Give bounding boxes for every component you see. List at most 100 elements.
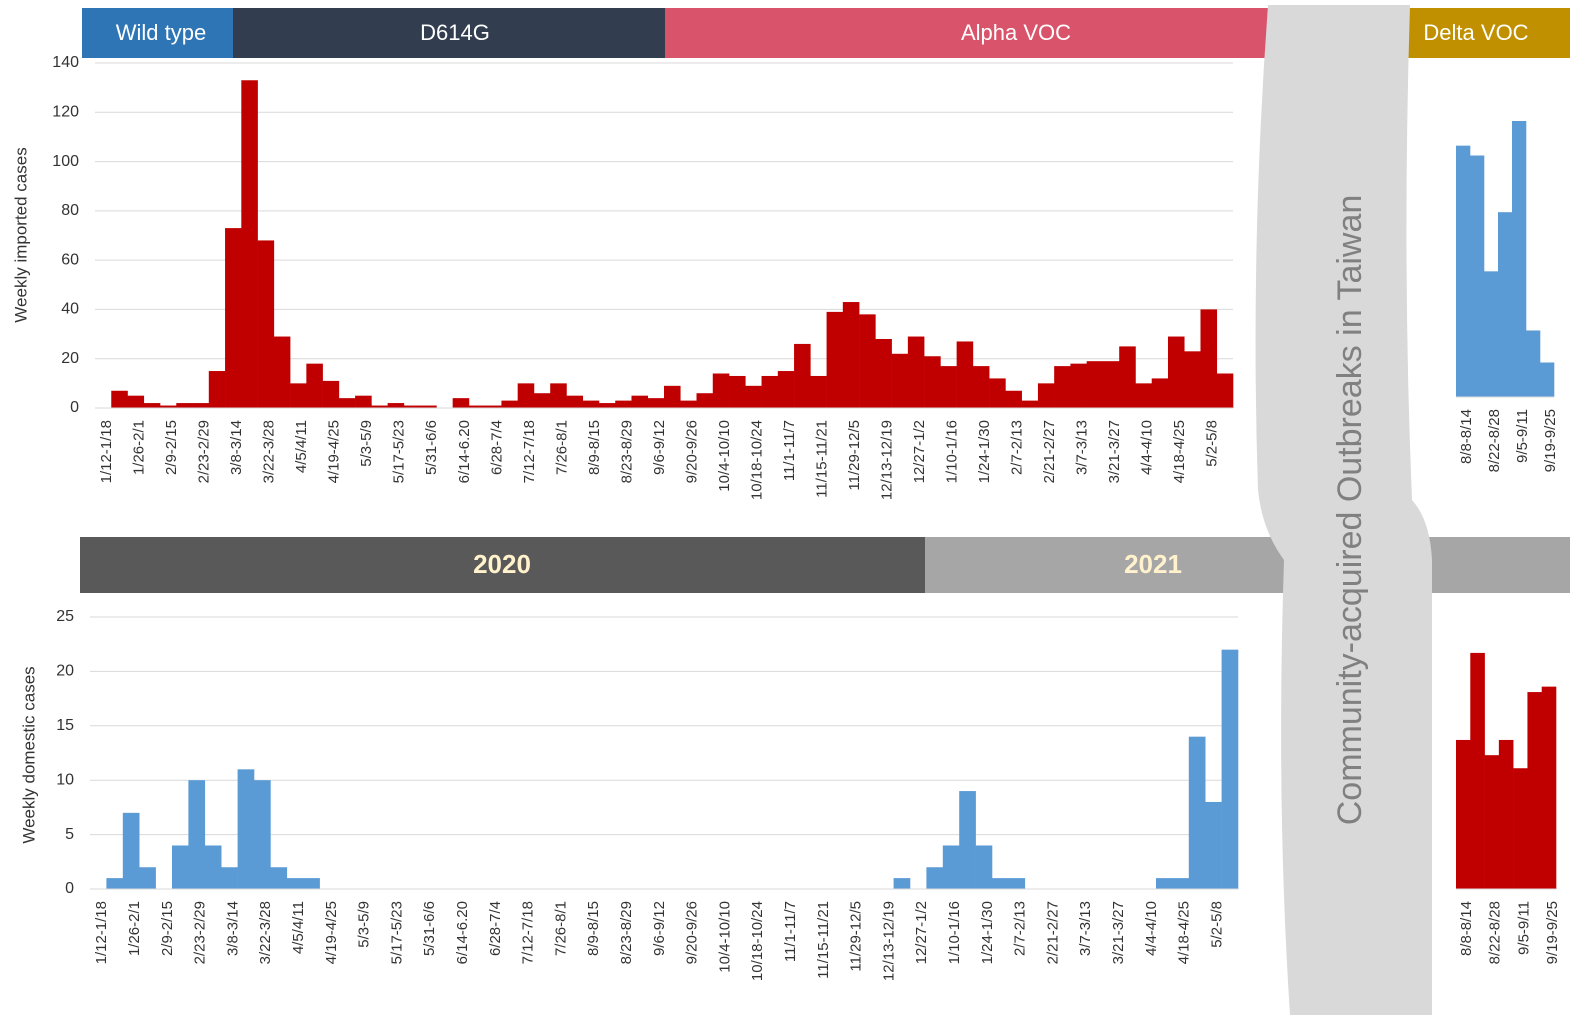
bar (729, 375, 746, 408)
bar (1021, 400, 1039, 408)
bar (306, 363, 323, 408)
x-tick-label: 2/7-2/13 (1012, 901, 1029, 956)
x-tick-label: 9/19-9/25 (1542, 409, 1559, 472)
bar (192, 403, 210, 408)
x-tick-label: 9/5-9/11 (1515, 901, 1532, 955)
x-tick-label: 1/10-1/16 (946, 901, 963, 964)
x-tick-label: 8/22-8/28 (1487, 901, 1504, 964)
bar (127, 395, 145, 408)
x-tick-label: 7/26-8/1 (553, 420, 570, 475)
variant-label: Delta VOC (1423, 20, 1528, 45)
bar (712, 373, 730, 408)
x-tick-label: 6/14-6.20 (454, 901, 471, 964)
bar (907, 336, 925, 408)
bar (1200, 309, 1218, 408)
x-tick-label: 8/23-8/29 (618, 901, 635, 964)
x-tick-label: 5/17-5/23 (391, 420, 408, 483)
x-tick-label: 11/1-11/7 (781, 420, 798, 481)
x-tick-label: 10/4-10/10 (716, 420, 733, 492)
bar (1470, 155, 1485, 397)
bar (172, 845, 189, 889)
x-tick-label: 5/3-5/9 (356, 901, 373, 948)
bar (139, 867, 156, 889)
x-tick-label: 5/2-5/8 (1204, 420, 1221, 467)
x-tick-label: 8/9-8/15 (586, 420, 603, 475)
x-tick-label: 3/8-3/14 (224, 901, 241, 956)
y-tick-label: 100 (52, 153, 79, 170)
bar (1216, 373, 1234, 408)
banner-2021 (925, 537, 1570, 593)
bar (566, 395, 584, 408)
variant-label: Alpha VOC (961, 20, 1071, 45)
bar (241, 80, 258, 408)
bar (1151, 378, 1169, 408)
x-tick-label: 9/19-9/25 (1544, 901, 1561, 964)
bar (1470, 652, 1485, 889)
bar (322, 380, 340, 408)
x-tick-label: 4/4-4/10 (1143, 901, 1160, 956)
bar (1513, 768, 1528, 889)
x-tick-label: 12/13-12/19 (880, 901, 897, 981)
x-tick-label: 9/5-9/11 (1514, 409, 1531, 463)
bar (371, 405, 388, 408)
banner-delta (1405, 8, 1570, 58)
bar (1498, 212, 1513, 397)
y-tick-label: 5 (65, 826, 74, 843)
x-tick-label: 11/29-12/5 (848, 901, 865, 972)
x-tick-label: 7/12-7/18 (521, 420, 538, 483)
outbreak-band (1255, 5, 1432, 1015)
x-tick-label: 1/26-2/1 (131, 420, 148, 475)
bar (761, 375, 779, 408)
y-tick-label: 40 (61, 301, 79, 318)
x-tick-label: 12/13-12/19 (878, 420, 895, 500)
bar (926, 867, 944, 889)
x-tick-label: 3/7-3/13 (1077, 901, 1094, 956)
bar (1484, 271, 1499, 397)
bar (188, 780, 206, 889)
bar (290, 383, 307, 408)
bar (1119, 346, 1136, 408)
x-tick-label: 3/21-3/27 (1110, 901, 1127, 964)
bar (143, 403, 161, 408)
x-tick-label: 2/9-2/15 (163, 420, 180, 475)
x-tick-label: 6/28-7/4 (487, 901, 504, 956)
x-tick-label: 10/18-10/24 (749, 901, 766, 981)
x-tick-label: 3/8-3/14 (228, 420, 245, 475)
x-tick-label: 6/14-6.20 (456, 420, 473, 483)
bar (989, 378, 1006, 408)
bar (875, 339, 892, 408)
bar (1184, 351, 1201, 408)
bar (859, 314, 876, 408)
bar (794, 343, 811, 408)
bar (485, 405, 502, 408)
banner-alpha (665, 8, 1270, 58)
bar (533, 393, 551, 408)
x-tick-label: 2/9-2/15 (159, 901, 176, 956)
bar (1135, 383, 1153, 408)
x-tick-label: 12/27-1/2 (911, 420, 928, 483)
x-tick-label: 1/24-1/30 (976, 420, 993, 483)
x-tick-label: 3/21-3/27 (1106, 420, 1123, 483)
x-tick-label: 2/21-2/27 (1044, 901, 1061, 964)
bar (204, 845, 222, 889)
x-tick-label: 10/4-10/10 (716, 901, 733, 973)
x-tick-label: 9/20-9/26 (683, 420, 700, 483)
bar (1172, 878, 1190, 889)
bar (1541, 686, 1557, 889)
x-tick-label: 3/22-3/28 (261, 420, 278, 483)
bar (254, 780, 271, 889)
outbreak-label: Community-acquired Outbreaks in Taiwan (1331, 195, 1369, 826)
x-tick-label: 2/23-2/29 (196, 420, 213, 483)
x-tick-label: 8/23-8/29 (618, 420, 635, 483)
bar (1070, 363, 1087, 408)
bar (1005, 390, 1022, 408)
x-tick-label: 10/18-10/24 (748, 420, 765, 500)
bar (1221, 649, 1239, 889)
bar (208, 371, 226, 408)
bar (582, 400, 600, 408)
x-tick-label: 3/7-3/13 (1074, 420, 1091, 475)
bar (1037, 383, 1055, 408)
bar (221, 867, 238, 889)
bar (1484, 755, 1500, 889)
